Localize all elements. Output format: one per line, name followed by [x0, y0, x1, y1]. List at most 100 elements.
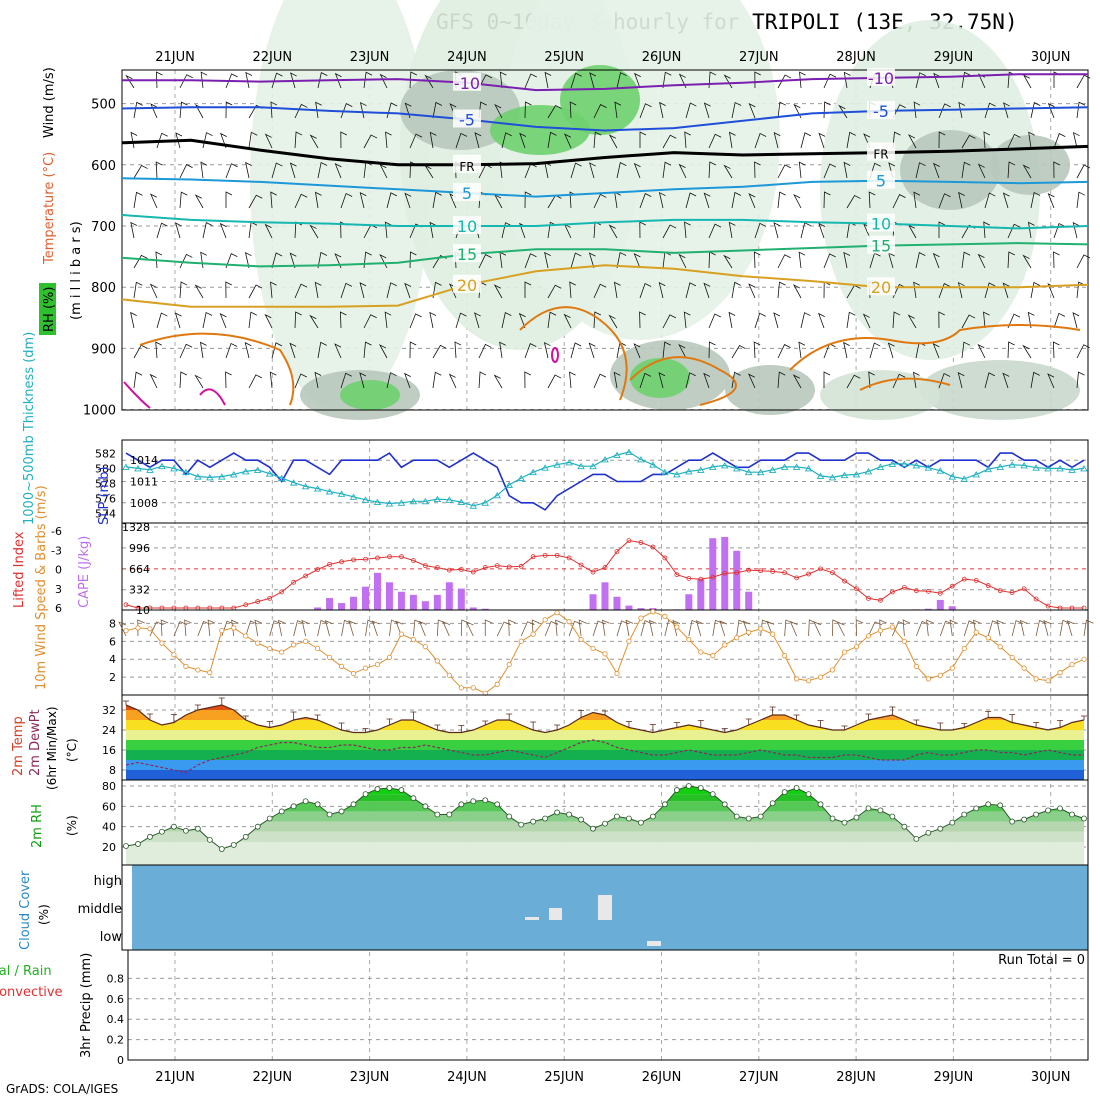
wind-barb — [1022, 254, 1032, 269]
temperature-axis-label: Temperature (°C) — [42, 152, 57, 265]
thickness-marker — [277, 474, 286, 482]
wind-barb — [731, 345, 746, 359]
thickness-marker — [876, 463, 885, 470]
wind-speed-marker — [255, 640, 261, 646]
wind-barb — [225, 342, 238, 359]
wind-barb — [1076, 74, 1091, 89]
lifted-index-marker — [770, 569, 776, 574]
slp-axis-label: SLP (mb) — [97, 466, 112, 525]
wind-barb — [613, 371, 621, 389]
wind-barb — [662, 341, 671, 359]
thickness-marker — [840, 471, 849, 479]
rh-marker — [781, 789, 788, 795]
wind-barb — [314, 371, 322, 389]
isotherm-label-bg — [867, 213, 895, 232]
wind-barb — [248, 284, 263, 299]
thickness-marker — [373, 498, 382, 506]
rh-marker — [566, 811, 572, 818]
wind-barb — [773, 222, 781, 239]
wind-barb — [429, 131, 437, 149]
wind-barb — [340, 131, 347, 149]
thickness-marker — [361, 496, 370, 503]
temp-minmax-bar — [721, 728, 728, 733]
isotherm-label-bg — [453, 72, 481, 91]
thickness-marker — [864, 468, 873, 475]
wind-barb — [977, 253, 986, 269]
surface-wind-barb — [996, 619, 1005, 637]
lifted-index-marker — [818, 566, 823, 572]
rh-marker — [661, 801, 668, 808]
wind-barb — [684, 131, 691, 149]
wind-barb — [1047, 373, 1055, 389]
wind-barb — [386, 372, 397, 389]
wind-barb — [175, 222, 182, 239]
thickness-marker — [146, 466, 154, 473]
wind-barb — [1030, 371, 1040, 389]
surface-wind-barb — [648, 619, 657, 637]
cape-bar — [697, 579, 705, 610]
rh-marker — [170, 823, 177, 830]
cape-bar — [385, 582, 393, 610]
wind-barb — [792, 284, 802, 299]
wind-speed-marker — [506, 661, 512, 668]
rh-marker — [877, 807, 884, 814]
rh-marker — [1081, 815, 1087, 822]
rh-marker — [721, 801, 728, 808]
thickness-marker — [505, 481, 513, 488]
wind-barb — [225, 191, 233, 208]
thickness-marker — [457, 498, 466, 506]
rh-marker — [638, 819, 644, 826]
wind-barb — [915, 252, 926, 269]
cape-bar — [397, 591, 405, 610]
wind-barb — [570, 162, 582, 179]
thickness-marker — [134, 465, 142, 472]
cape-bar — [314, 607, 322, 610]
wind-barb — [270, 101, 278, 119]
wind-barb — [678, 343, 687, 359]
wind-barb — [200, 71, 208, 89]
rh-marker — [913, 835, 920, 842]
rh-shading — [990, 135, 1070, 195]
wind-barb — [524, 73, 537, 89]
thickness-marker — [493, 491, 502, 499]
wind-barb — [202, 311, 213, 329]
cape-bar — [457, 588, 465, 610]
wind-barb — [133, 254, 148, 269]
isotherm-label: FR — [873, 148, 888, 162]
isotherm-label: -5 — [459, 111, 475, 130]
wind-barb — [633, 343, 641, 359]
lifted-index-marker — [854, 586, 859, 592]
wind-barb — [958, 101, 966, 119]
wind-barb — [728, 221, 736, 239]
cape-bar — [637, 608, 645, 610]
wind-barb — [658, 372, 666, 389]
lifted-index-marker — [434, 565, 440, 570]
wind-barb — [932, 343, 940, 359]
rh-marker — [949, 819, 956, 826]
surface-wind-barb — [484, 619, 493, 636]
wind-barb — [984, 282, 996, 299]
wind-speed-marker — [303, 638, 309, 644]
thickness-marker — [708, 463, 717, 470]
thickness-marker — [613, 451, 621, 458]
rh-marker — [590, 825, 596, 832]
rh-marker — [925, 829, 932, 836]
lifted-index-marker — [890, 589, 895, 595]
wind-speed-marker — [877, 627, 884, 634]
wind-barb — [1072, 131, 1080, 149]
cape-bar — [362, 586, 369, 610]
wind-barb — [314, 281, 322, 299]
wind-speed-marker — [147, 626, 153, 632]
wind-barb — [359, 192, 367, 209]
thickness-marker — [517, 474, 525, 482]
lifted-index-marker — [662, 555, 668, 561]
wind-barb — [194, 284, 204, 299]
isotherm-label-bg — [453, 109, 481, 128]
lifted-index-marker — [674, 572, 680, 578]
wind-barb — [659, 101, 666, 119]
wind-barb — [409, 133, 423, 149]
surface-wind-barb — [712, 619, 723, 637]
wind-speed-marker — [614, 670, 620, 677]
lifted-index-marker — [842, 578, 847, 584]
temp-minmax-bar — [817, 720, 824, 728]
